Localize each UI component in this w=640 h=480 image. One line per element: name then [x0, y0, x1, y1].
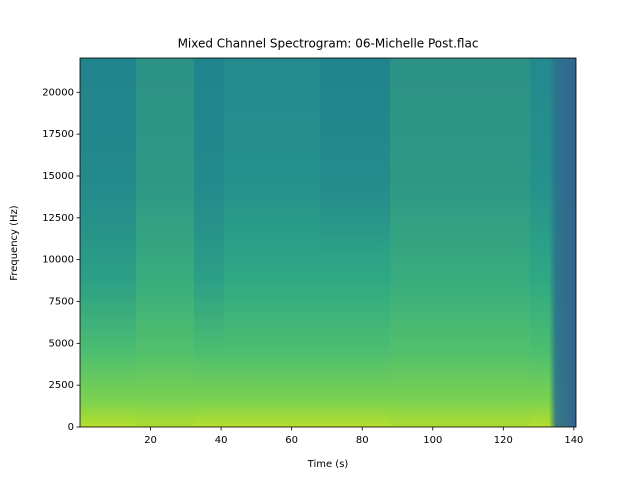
y-tick-label: 7500 [49, 296, 74, 307]
y-tick-label: 0 [68, 422, 74, 433]
x-tick-label: 120 [494, 435, 513, 446]
y-tick-label: 12500 [42, 213, 74, 224]
chart-title: Mixed Channel Spectrogram: 06-Michelle P… [178, 37, 479, 51]
x-tick-label: 140 [564, 435, 583, 446]
plot-frame [79, 57, 577, 428]
y-tick-label: 15000 [42, 171, 74, 182]
y-tick-label: 17500 [42, 129, 74, 140]
spectrogram-image [80, 58, 576, 427]
y-tick-label: 10000 [42, 255, 74, 266]
x-tick-label: 20 [144, 435, 157, 446]
x-axis-label: Time (s) [307, 459, 349, 470]
y-tick-label: 20000 [42, 87, 74, 98]
x-tick-label: 60 [285, 435, 298, 446]
x-tick-label: 80 [356, 435, 369, 446]
y-tick-label: 2500 [49, 380, 74, 391]
x-tick-label: 40 [215, 435, 228, 446]
y-axis-label: Frequency (Hz) [9, 205, 20, 281]
y-tick-label: 5000 [49, 338, 74, 349]
x-tick-label: 100 [423, 435, 442, 446]
